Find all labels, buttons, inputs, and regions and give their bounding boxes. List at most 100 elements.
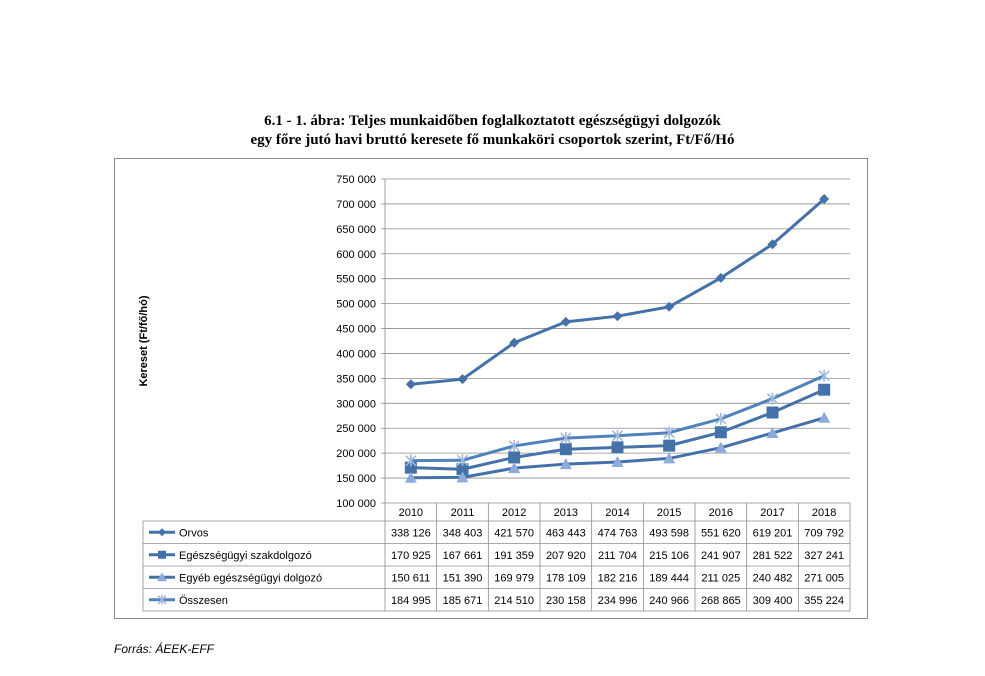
table-value-cell: 271 005 [804,572,844,584]
table-value-cell: 191 359 [494,550,534,562]
series-line-0 [410,197,826,386]
table-value-cell: 338 126 [391,527,431,539]
table-value-cell: 327 241 [804,550,844,562]
y-tick-label: 750 000 [336,174,376,186]
data-point [766,426,779,438]
data-point [508,451,521,464]
data-point [405,379,416,390]
data-point [766,406,779,419]
table-value-cell: 463 443 [546,527,586,539]
data-point [456,454,469,467]
data-point [508,462,521,474]
table-value-cell: 189 444 [649,572,689,584]
data-point [715,412,727,425]
data-point [456,471,469,483]
data-point [611,429,624,442]
data-point [508,439,520,452]
table-value-cell: 215 106 [649,550,689,562]
x-category-label: 2016 [709,507,733,519]
y-tick-label: 600 000 [336,249,376,261]
data-point [664,301,675,312]
line-chart: 100 000 150 000 200 000 250 000 300 000 350 0… [138,174,851,612]
y-tick-label: 450 000 [336,324,376,336]
table-value-cell: 551 620 [701,527,741,539]
y-axis-label: Kereset (Ft/fő/hó) [138,295,150,386]
table-value-cell: 355 224 [804,595,844,607]
x-category-label: 2011 [451,507,475,519]
table-value-cell: 619 201 [753,527,793,539]
x-category-label: 2012 [502,507,526,519]
data-point [560,432,572,445]
table-value-cell: 240 966 [649,595,689,607]
table-value-cell: 151 390 [443,572,483,584]
y-tick-label: 700 000 [336,199,376,211]
data-point [818,383,831,396]
table-value-cell: 240 482 [753,572,793,584]
table-value-cell: 211 704 [598,550,637,562]
table-value-cell: 474 763 [598,527,638,539]
data-point [560,316,571,327]
x-category-label: 2010 [399,507,423,519]
x-category-label: 2018 [812,507,836,519]
data-point [663,426,675,439]
table-value-cell: 150 611 [391,572,430,584]
table-value-cell: 182 216 [598,572,638,584]
x-category-label: 2015 [657,507,681,519]
table-value-cell: 281 522 [753,550,793,562]
y-tick-label: 500 000 [336,299,376,311]
table-value-cell: 211 025 [701,572,740,584]
y-tick-label: 300 000 [336,398,376,410]
y-tick-label: 200 000 [336,448,376,460]
table-value-cell: 214 510 [494,595,534,607]
table-value-cell: 421 570 [494,527,534,539]
data-point [509,337,520,348]
legend-key-marker [158,528,166,537]
y-tick-label: 550 000 [336,274,376,286]
x-category-label: 2013 [554,507,578,519]
data-point [611,456,624,468]
data-point [819,194,830,205]
legend-series-name: Egyéb egészségügyi dolgozó [179,572,322,584]
chart-title-line-2: egy főre jutó havi bruttó keresete fő mu… [250,132,735,148]
table-value-cell: 268 865 [701,595,741,607]
table-value-cell: 170 925 [391,550,431,562]
table-value-cell: 184 995 [391,595,431,607]
legend-series-name: Egészségügyi szakdolgozó [179,550,312,562]
table-value-cell: 709 792 [804,527,844,539]
y-tick-label: 400 000 [336,348,376,360]
table-value-cell: 185 671 [443,595,483,607]
data-point [559,458,572,470]
data-point [714,426,727,439]
table-value-cell: 230 158 [546,595,586,607]
data-point [818,369,830,382]
data-point [714,441,727,453]
y-tick-label: 350 000 [336,373,376,385]
data-point [559,443,572,456]
table-value-cell: 234 996 [598,595,638,607]
table-value-cell: 493 598 [649,527,689,539]
legend-series-name: Összesen [179,595,228,607]
table-value-cell: 169 979 [494,572,534,584]
data-point [663,439,676,452]
data-point [715,272,726,283]
data-point [767,239,778,250]
data-point [612,311,623,322]
table-value-cell: 241 907 [701,550,741,562]
y-tick-label: 650 000 [336,224,376,236]
data-point [766,392,779,405]
legend-key-marker [157,594,167,605]
table-value-cell: 348 403 [443,527,483,539]
x-category-label: 2014 [605,507,629,519]
table-value-cell: 167 661 [443,550,483,562]
data-point [457,374,468,385]
x-category-label: 2017 [760,507,784,519]
legend-key-marker [157,572,167,582]
data-point [663,452,676,464]
data-point [456,463,469,476]
y-tick-label: 150 000 [336,473,376,485]
y-tick-label: 250 000 [336,423,376,435]
data-point [611,441,624,454]
chart-frame: 100 000 150 000 200 000 250 000 300 000 350 0… [114,158,868,619]
legend-key-marker [158,550,166,559]
legend-series-name: Orvos [179,527,209,539]
